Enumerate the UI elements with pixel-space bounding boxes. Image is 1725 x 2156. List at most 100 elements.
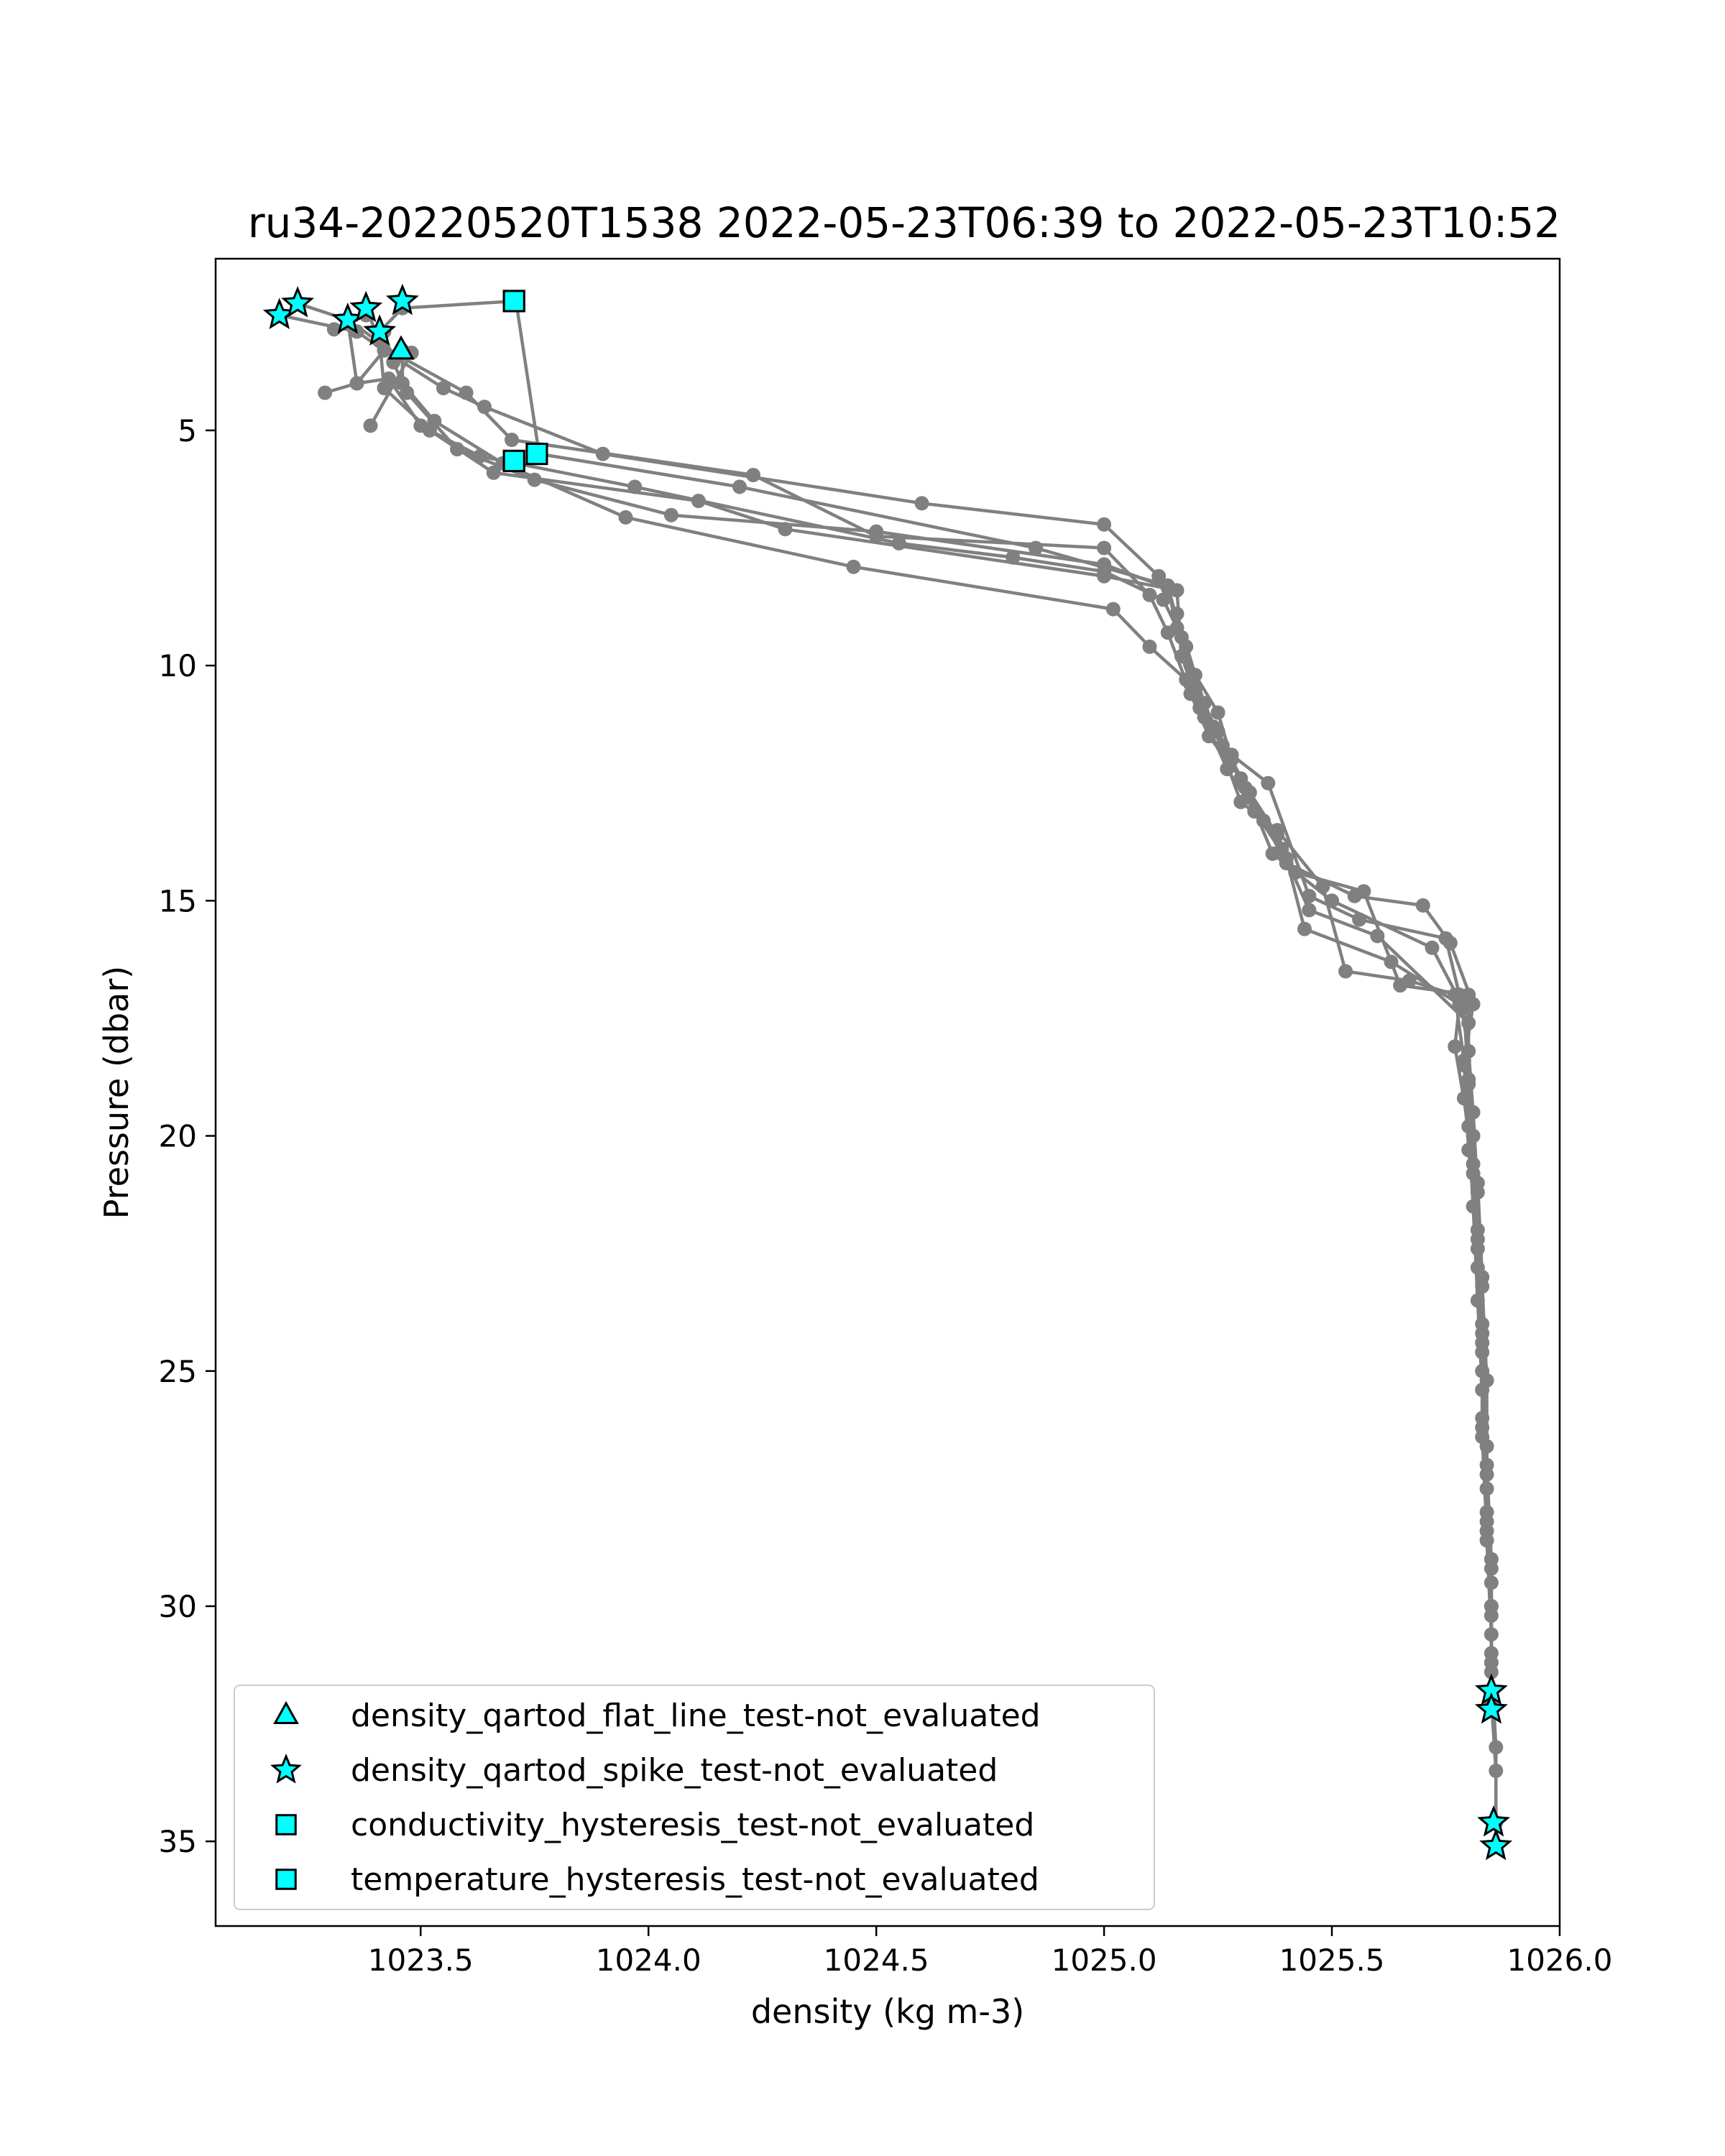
profile-point — [1384, 954, 1399, 969]
profile-point — [1238, 780, 1253, 796]
profile-point — [377, 381, 392, 395]
profile-point — [1461, 1077, 1476, 1092]
profile-point — [1370, 929, 1385, 944]
x-tick-label: 1025.5 — [1279, 1943, 1385, 1978]
profile-point — [1151, 568, 1167, 584]
profile-line-1 — [297, 302, 1494, 1654]
profile-point — [1470, 1241, 1485, 1256]
profile-point — [1097, 517, 1112, 532]
profile-point — [1470, 1185, 1485, 1200]
profile-point — [1479, 1439, 1494, 1454]
profile-point — [1466, 1156, 1481, 1171]
profile-point — [477, 400, 492, 415]
profile-line-5 — [400, 350, 1494, 1672]
axes-frame — [214, 257, 1561, 1927]
profile-point — [1456, 1001, 1471, 1016]
x-tick-label: 1024.5 — [824, 1943, 929, 1978]
flag-marker-square — [502, 290, 525, 313]
x-tick-label: 1026.0 — [1507, 1943, 1613, 1978]
profile-line-9 — [369, 351, 413, 427]
profile-point — [1187, 681, 1202, 696]
profile-point — [363, 418, 378, 433]
legend-label: density_qartod_spike_test-not_evaluated — [351, 1752, 998, 1789]
profile-point — [1461, 1044, 1476, 1059]
x-tick-label: 1025.0 — [1052, 1943, 1157, 1978]
profile-point — [1448, 1039, 1463, 1054]
profile-point — [1029, 540, 1043, 556]
profile-point — [1425, 940, 1440, 955]
profile-point — [395, 376, 410, 391]
profile-point — [1233, 794, 1248, 809]
profile-point — [1210, 724, 1225, 739]
flag-marker-star — [363, 314, 397, 346]
profile-point — [1466, 1105, 1481, 1120]
y-tick-label: 20 — [159, 1119, 197, 1154]
profile-point — [1210, 705, 1225, 720]
profile-point — [1105, 602, 1121, 617]
profile-point — [1479, 1373, 1494, 1388]
profile-point — [914, 496, 929, 511]
flag-marker-star — [1474, 1692, 1508, 1724]
profile-point — [869, 524, 884, 539]
profile-point — [732, 479, 747, 494]
legend-marker-square — [275, 1869, 297, 1890]
flag-marker-square — [502, 449, 525, 472]
profile-point — [1297, 921, 1312, 936]
profile-point — [377, 343, 392, 358]
profile-point — [1484, 1627, 1499, 1642]
flag-marker-star — [385, 283, 419, 315]
profile-point — [1489, 1740, 1504, 1755]
legend-frame — [234, 1685, 1155, 1910]
profile-point — [427, 413, 442, 428]
flag-marker-triangle — [387, 335, 415, 360]
profile-point — [1302, 888, 1317, 903]
profile-point — [1325, 893, 1340, 908]
legend-marker-triangle — [273, 1700, 299, 1725]
profile-point — [1270, 823, 1284, 838]
profile-point — [1484, 1664, 1499, 1680]
profile-point — [1479, 1533, 1494, 1548]
profile-point — [746, 468, 760, 482]
legend-marker-star — [270, 1754, 302, 1784]
profile-point — [1261, 775, 1276, 791]
legend: density_qartod_flat_line_test-not_evalua… — [234, 1685, 1155, 1910]
profile-point — [1097, 540, 1112, 556]
y-tick-label: 5 — [178, 413, 197, 448]
profile-point — [1174, 630, 1189, 645]
legend-label: density_qartod_flat_line_test-not_evalua… — [351, 1697, 1041, 1734]
flag-marker-star — [1477, 1805, 1511, 1837]
chart-title: ru34-20220520T1538 2022-05-23T06:39 to 2… — [248, 198, 1560, 247]
profile-line-0 — [279, 313, 1494, 1710]
flag-marker-star — [349, 290, 383, 323]
profile-point — [1142, 639, 1157, 654]
profile-point — [1179, 672, 1194, 687]
legend-label: temperature_hysteresis_test-not_evaluate… — [351, 1861, 1039, 1898]
y-axis-ticks: 5 10 15 20 25 30 35 — [159, 413, 216, 1859]
profile-point — [318, 385, 333, 400]
profile-point — [1097, 568, 1112, 584]
profile-point — [663, 507, 678, 522]
profile-point — [618, 510, 633, 525]
plot-area — [262, 283, 1513, 1861]
profile-point — [1160, 578, 1175, 593]
y-tick-label: 15 — [159, 883, 197, 918]
x-axis-label: density (kg m-3) — [751, 1992, 1024, 2031]
x-tick-label: 1023.5 — [368, 1943, 474, 1978]
y-tick-label: 10 — [159, 648, 197, 683]
profile-point — [1338, 964, 1353, 979]
profile-point — [1438, 931, 1453, 946]
profile-point — [349, 376, 364, 391]
x-tick-label: 1024.0 — [596, 1943, 702, 1978]
profile-point — [691, 494, 706, 508]
profile-point — [1356, 884, 1371, 899]
x-axis-ticks: 1023.5 1024.0 1024.5 1025.0 1025.5 1026.0 — [368, 1926, 1613, 1978]
profile-point — [1415, 898, 1430, 913]
profile-point — [1402, 973, 1417, 988]
profile-point — [846, 559, 861, 574]
y-tick-label: 25 — [159, 1354, 197, 1389]
legend-marker-square — [275, 1814, 297, 1835]
flag-marker-star — [1479, 1828, 1513, 1861]
profile-point — [1302, 903, 1317, 918]
profile-point — [459, 385, 474, 400]
